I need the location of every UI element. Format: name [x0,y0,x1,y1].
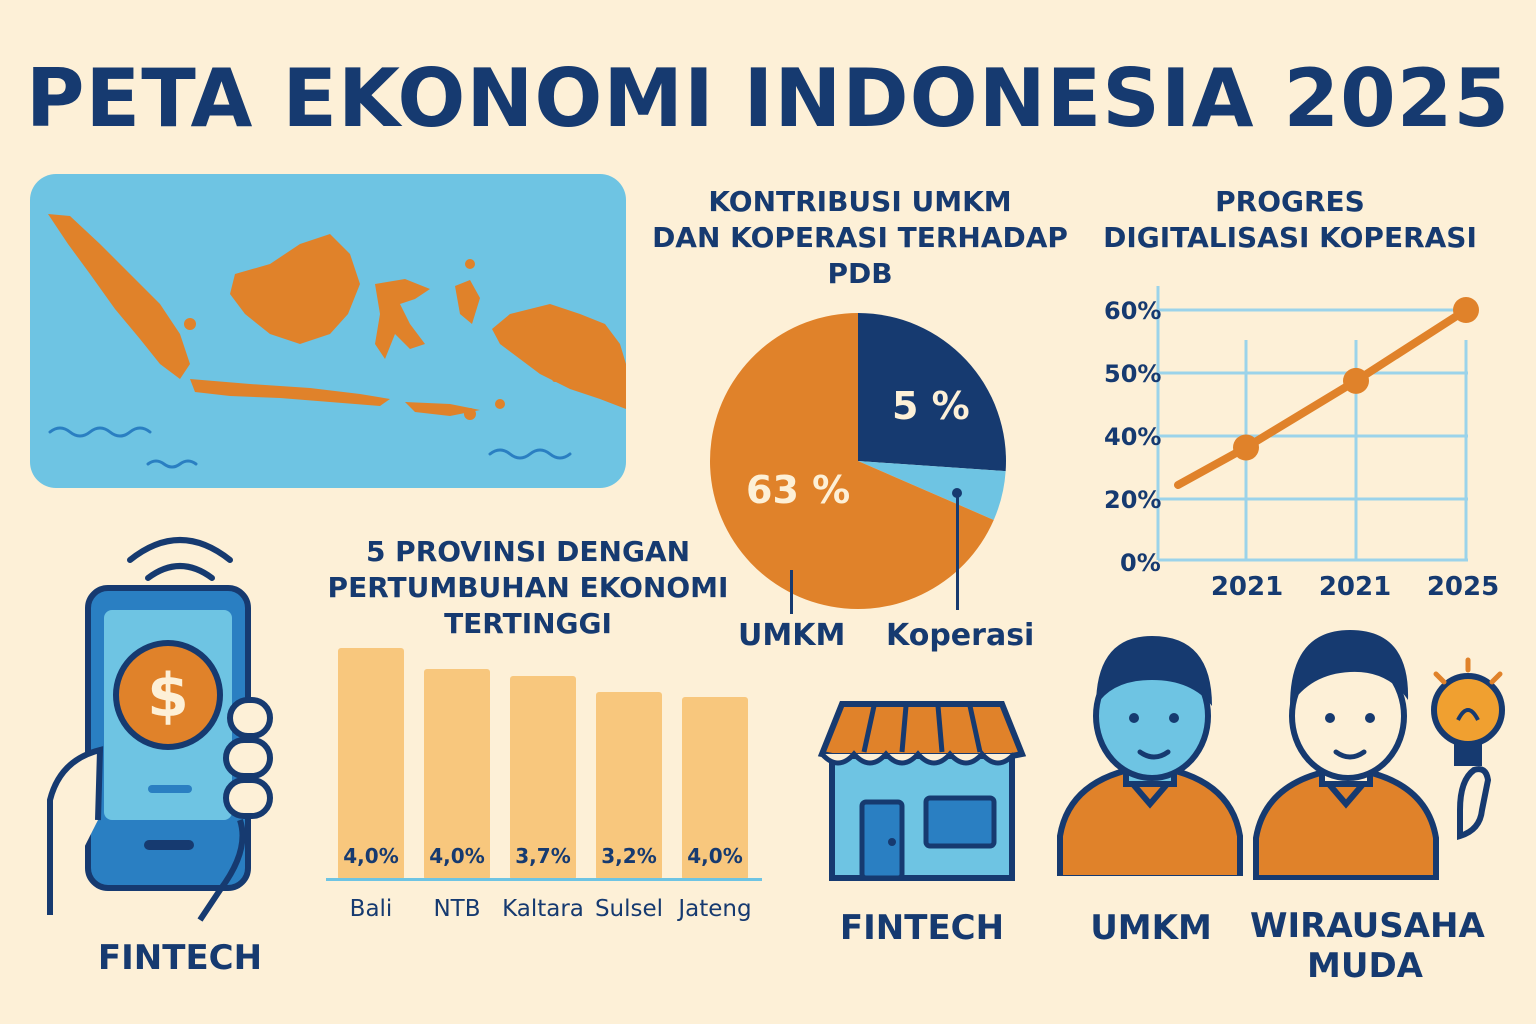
pie-slice-other [858,313,1006,472]
wirausaha-label: WIRAUSAHA MUDA [1250,906,1485,986]
bar-baseline [326,878,762,881]
koperasi-leader-dot [952,488,962,498]
bar-category-label: Jateng [678,896,752,922]
y-tick-40: 40% [1104,423,1162,451]
shop-label: FINTECH [839,908,1005,948]
x-tick-2: 2021 [1318,572,1392,602]
shop-icon [817,701,1027,881]
smartphone-payment-icon: $ [47,537,273,922]
umkm-person-label: UMKM [1090,908,1212,948]
x-tick-1: 2021 [1210,572,1284,602]
pie-legend-umkm: UMKM [738,618,846,653]
line-point-3 [1453,297,1479,323]
pie-chart [710,313,1006,609]
bar-title-line-3: TERTINGGI [444,607,612,640]
phone-label: FINTECH [97,938,263,978]
y-tick-0: 0% [1120,549,1161,577]
bar-jateng [682,697,748,880]
wirausaha-label-line-1: WIRAUSAHA [1250,906,1485,946]
line-title-line-2: DIGITALISASI KOPERASI [1103,221,1477,254]
pie-slice-umkm [710,313,994,609]
pie-title-line-3: PDB [827,257,893,290]
bar-category-label: Sulsel [594,896,664,922]
line-series [1174,306,1470,489]
bar-category-label: NTB [433,896,481,922]
bar-kaltara [510,676,576,880]
dollar-icon: $ [147,661,189,731]
pie-title-line-2: DAN KOPERASI TERHADAP [652,221,1068,254]
line-chart-title: PROGRES DIGITALISASI KOPERASI [1080,184,1500,256]
y-tick-20: 20% [1104,486,1162,514]
wirausaha-person-icon [1253,630,1505,880]
y-tick-50: 50% [1104,360,1162,388]
bar-category-label: Kaltara [502,896,584,922]
pie-label-koperasi-pct: 5 % [892,384,970,428]
x-tick-3: 2025 [1426,572,1500,602]
pie-legend-koperasi: Koperasi [886,618,1035,653]
bar-sulsel [596,692,662,880]
koperasi-leader-line [956,494,959,610]
wirausaha-label-line-2: MUDA [1307,946,1423,986]
indonesia-map-shape [48,214,626,469]
bar-category-label: Bali [349,896,393,922]
umkm-leader-line [790,570,793,614]
bar-value-label: 4,0% [429,844,485,868]
bar-value-label: 4,0% [343,844,399,868]
y-tick-60: 60% [1104,297,1162,325]
line-point-1 [1233,434,1259,461]
bar-title-line-2: PERTUMBUHAN EKONOMI [327,571,729,604]
bar-bali [338,648,404,880]
line-point-2 [1343,367,1369,394]
bar-chart: 4,0% Bali 4,0% NTB 3,7% Kaltara 3,2% Sulsel 4,0%… [326,640,762,922]
page-title: PETA EKONOMI INDONESIA 2025 [25,52,1511,145]
indonesia-map [30,174,626,488]
line-title-line-1: PROGRES [1215,185,1365,218]
pie-slice-koperasi [858,461,1006,520]
line-chart [1156,286,1479,562]
pie-title-line-1: KONTRIBUSI UMKM [708,185,1012,218]
bar-title-line-1: 5 PROVINSI DENGAN [365,535,691,568]
bar-value-label: 3,2% [601,844,657,868]
bar-ntb [424,669,490,880]
bar-chart-title: 5 PROVINSI DENGAN PERTUMBUHAN EKONOMI TE… [318,534,738,642]
bar-value-label: 3,7% [515,844,571,868]
pie-label-umkm-pct: 63 % [746,468,851,512]
umkm-person-icon [1057,636,1243,876]
bar-value-label: 4,0% [687,844,743,868]
pie-chart-title: KONTRIBUSI UMKM DAN KOPERASI TERHADAP PD… [650,184,1070,292]
